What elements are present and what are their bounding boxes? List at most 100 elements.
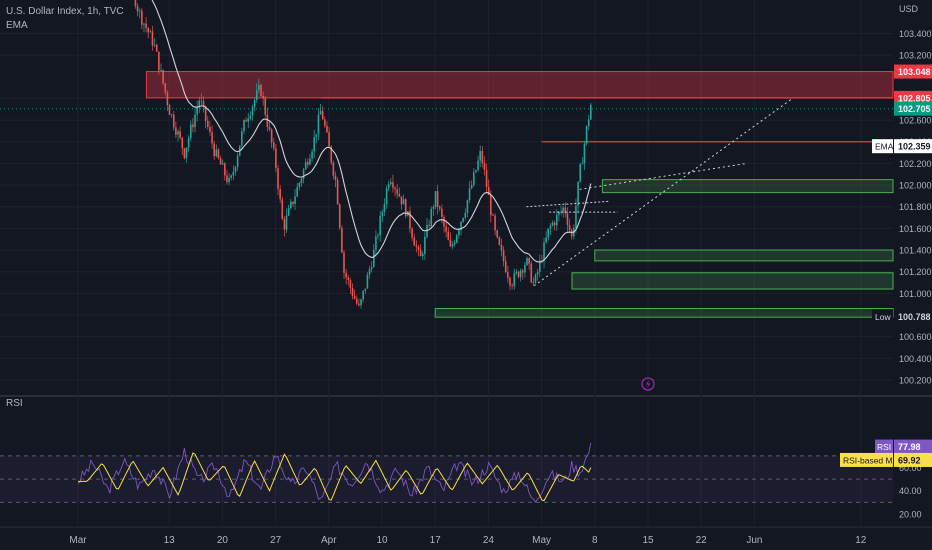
candle-body (504, 261, 507, 273)
candle-body (228, 177, 230, 183)
candle-body (583, 143, 586, 163)
candle-body (579, 164, 582, 182)
candle-body (485, 170, 488, 187)
candle-body (494, 215, 496, 231)
candle-body (532, 282, 535, 284)
price-tick-label: 101.000 (899, 289, 932, 299)
candle-body (290, 201, 292, 209)
candle-body (336, 180, 339, 205)
rsima-value-badge-bg (894, 452, 932, 467)
candle-body (551, 222, 554, 226)
candle-body (490, 194, 492, 216)
symbol-title[interactable]: U.S. Dollar Index, 1h, TVC (6, 6, 124, 17)
candle-body (575, 205, 577, 228)
candle-body (436, 191, 439, 207)
candle-body (253, 100, 256, 107)
candle-body (464, 212, 467, 218)
candle-body (158, 51, 160, 71)
price-tick-label: 103.200 (899, 51, 932, 61)
candle-body (541, 260, 543, 262)
candle-body (141, 10, 143, 25)
candle-body (466, 200, 469, 213)
rsi-tick-label: 40.00 (899, 486, 922, 496)
candle-body (266, 114, 269, 127)
candle-body (283, 219, 286, 230)
candle-body (375, 236, 377, 250)
candle-body (160, 69, 162, 71)
candle-body (381, 211, 384, 216)
low-value-badge-bg (894, 309, 932, 324)
price-tick-label: 101.800 (899, 202, 932, 212)
candle-body (587, 119, 590, 127)
time-tick-label: Mar (69, 535, 87, 546)
rsi-line (77, 442, 592, 503)
candle-body (379, 215, 381, 236)
low-name-badge: Low (875, 312, 891, 322)
ema-name-bg (872, 139, 893, 154)
candle-body (534, 274, 537, 283)
candle-body (453, 242, 456, 245)
ema-indicator-label[interactable]: EMA (6, 20, 28, 31)
supply-zone-top (145, 71, 894, 99)
candle-body (230, 175, 233, 178)
candle-body (313, 136, 316, 152)
candle-body (260, 85, 262, 97)
price-badge-102705: 102.705 (898, 104, 931, 114)
price-tick-label: 100.600 (899, 332, 932, 342)
candle-body (590, 104, 592, 120)
price-tick-label: 103.400 (899, 29, 932, 39)
candle-body (538, 260, 541, 272)
candle-body (185, 147, 188, 158)
rsi-value-badge-bg (894, 439, 932, 454)
candles-layer (134, 0, 592, 309)
candle-body (302, 169, 305, 179)
candle-body (221, 163, 224, 165)
candle-body (479, 150, 481, 161)
candle-body (577, 181, 579, 206)
candle-body (383, 204, 386, 212)
demand-zone-4 (434, 308, 894, 318)
rsima-name-bg (840, 452, 893, 467)
candle-body (526, 258, 528, 265)
candle-body (328, 132, 330, 147)
price-badge-102805-bg (894, 90, 932, 105)
candle-body (355, 298, 358, 304)
candle-body (413, 237, 416, 246)
candle-body (517, 271, 520, 278)
candle-body (321, 110, 324, 120)
candle-body (560, 211, 562, 213)
candle-body (502, 250, 505, 262)
candle-body (470, 185, 473, 189)
ema-line (151, 0, 592, 263)
candle-body (351, 288, 354, 297)
rsi-indicator-label[interactable]: RSI (6, 398, 23, 409)
candle-body (202, 101, 205, 107)
price-badge-102805: 102.805 (898, 93, 931, 103)
candle-body (215, 149, 218, 157)
candle-body (477, 160, 479, 171)
price-badge-103048: 103.048 (898, 67, 931, 77)
candle-body (232, 171, 235, 176)
event-lightning-icon (641, 377, 655, 391)
candle-body (296, 187, 298, 197)
zones-layer (0, 71, 894, 318)
candle-body (349, 280, 352, 289)
candle-body (177, 131, 179, 135)
candle-body (236, 155, 239, 168)
candle-body (341, 227, 343, 253)
candle-body (492, 215, 494, 216)
candle-body (315, 134, 318, 137)
candle-body (558, 212, 560, 215)
price-badge-103048-bg (894, 64, 932, 79)
candle-body (272, 142, 275, 149)
candle-body (209, 126, 211, 132)
candle-body (547, 228, 550, 238)
rsi-name-badge: RSI (877, 442, 891, 452)
candle-body (138, 10, 141, 12)
time-tick-label: 20 (217, 535, 229, 546)
rsi-tick-label: 20.00 (899, 510, 922, 520)
drawings-layer (526, 98, 793, 391)
candle-body (394, 187, 396, 190)
candle-body (496, 230, 499, 238)
